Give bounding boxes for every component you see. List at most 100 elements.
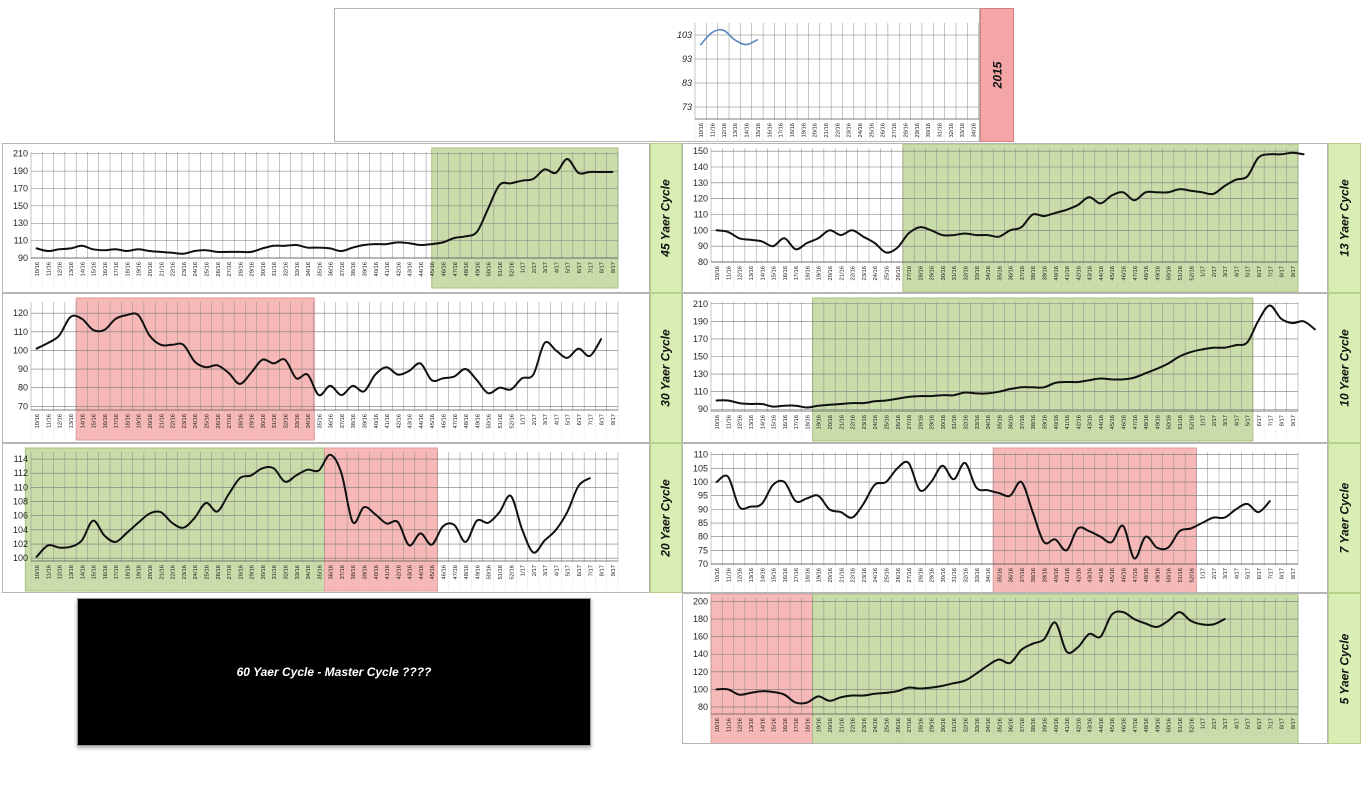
cycle-30-chart-xtick-label: 22/16 — [171, 414, 177, 429]
cycle-7-chart-ytick-label: 100 — [693, 477, 708, 487]
cycle-10-chart-xtick-label: 26/16 — [896, 415, 902, 430]
cycle-30-chart-xtick-label: 8/17 — [600, 414, 606, 425]
cycle-45-chart-xtick-label: 29/16 — [250, 262, 256, 277]
cycle-13-chart-xtick-label: 36/16 — [1009, 266, 1015, 281]
cycle-45-chart-xtick-label: 23/16 — [182, 262, 188, 277]
cycle-13-chart-xtick-label: 9/17 — [1291, 266, 1297, 277]
cycle-10-chart-ytick-label: 110 — [694, 387, 708, 397]
top-chart-xtick-label: 12/16 — [722, 123, 728, 138]
top-chart-xtick-label: 18/16 — [790, 123, 796, 138]
cycle-5-chart-xtick-label: 23/16 — [862, 718, 868, 733]
cycle-45-chart-xtick-label: 17/16 — [114, 262, 120, 277]
cycle-7-label: 7 Yaer Cycle — [1337, 482, 1352, 554]
cycle-20-chart-xtick-label: 2/17 — [532, 565, 538, 576]
cycle-30-label-box: 30 Yaer Cycle — [650, 293, 682, 443]
cycle-30-chart-xtick-label: 18/16 — [126, 414, 132, 429]
cycle-45-chart-xtick-label: 16/16 — [103, 262, 109, 277]
cycle-5-chart-series-line — [715, 610, 1226, 705]
cycle-13-chart-xtick-label: 28/16 — [918, 266, 924, 281]
cycle-5-label: 5 Yaer Cycle — [1337, 633, 1352, 704]
cycle-45-chart-xtick-label: 37/16 — [340, 262, 346, 277]
cycle-13-chart-xtick-label: 13/16 — [749, 266, 755, 281]
cycle-45-chart-svg: 90 110 130 150 170 190 210 10/16 11/16 12/16 13/16… — [13, 147, 619, 289]
cycle-13-chart-xtick-label: 51/16 — [1178, 266, 1184, 281]
top-chart-xtick-label: 17/16 — [779, 123, 785, 138]
top-chart-ytick-label: 93 — [682, 54, 692, 64]
cycle-45-chart-xtick-label: 42/16 — [396, 262, 402, 277]
cycle-45-chart-ytick-label: 110 — [14, 236, 28, 246]
cycle-20-chart-series-line — [35, 453, 591, 558]
cycle-20-chart-xtick-label: 33/16 — [295, 565, 301, 580]
cycle-5-chart-xtick-label: 34/16 — [986, 718, 992, 733]
cycle-20-chart-xtick-label: 44/16 — [419, 565, 425, 580]
cycle-30-chart-xtick-label: 5/17 — [566, 414, 572, 425]
cycle-13-chart-xtick-label: 37/16 — [1020, 266, 1026, 281]
cycle-10-chart-xtick-label: 35/16 — [997, 415, 1003, 430]
cycle-10-chart-svg: 90 110 130 150 170 190 210 10/16 11/16 12/16 13/16… — [693, 297, 1316, 442]
cycle-7-chart-xtick-label: 45/16 — [1110, 568, 1116, 583]
cycle-5-chart-xtick-label: 39/16 — [1043, 718, 1049, 733]
cycle-20-chart-xtick-label: 16/16 — [103, 565, 109, 580]
cycle-10-chart-xtick-label: 41/16 — [1065, 415, 1071, 430]
cycle-45-chart-xtick-label: 36/16 — [329, 262, 335, 277]
cycle-20-chart-ytick-label: 110 — [14, 482, 28, 492]
cycle-7-chart-xtick-label: 15/16 — [772, 568, 778, 583]
cycle-7-chart-xtick-label: 24/16 — [873, 568, 879, 583]
cycle-10-chart-xtick-label: 24/16 — [873, 415, 879, 430]
master-cycle-box: 60 Yaer Cycle - Master Cycle ???? — [77, 598, 591, 746]
cycle-7-chart-svg: 70 75 80 85 90 95 100 105 110 10/16 11/16 12/16 13/1… — [693, 447, 1299, 592]
cycle-5-chart-xtick-label: 22/16 — [851, 718, 857, 733]
cycle-10-chart-xtick-label: 8/17 — [1280, 415, 1286, 426]
cycle-20-chart-xtick-label: 47/16 — [453, 565, 459, 580]
cycle-7-chart-xtick-label: 39/16 — [1043, 568, 1049, 583]
cycle-5-chart-xtick-label: 45/16 — [1110, 718, 1116, 733]
cycle-7-chart-xtick-label: 29/16 — [930, 568, 936, 583]
cycle-45-chart-xtick-label: 4/17 — [554, 262, 560, 273]
cycle-20-chart-xtick-label: 10/16 — [35, 565, 41, 580]
cycle-7-chart-xtick-label: 19/16 — [817, 568, 823, 583]
cycle-10-chart-xtick-label: 14/16 — [760, 415, 766, 430]
cycle-13-chart-ytick-label: 140 — [693, 162, 708, 172]
cycle-30-chart-xtick-label: 49/16 — [475, 414, 481, 429]
cycle-20-chart-ytick-label: 108 — [13, 497, 28, 507]
cycle-13-chart-xtick-label: 40/16 — [1054, 266, 1060, 281]
cycle-10-chart-xtick-label: 25/16 — [885, 415, 891, 430]
cycle-20-label: 20 Yaer Cycle — [659, 479, 673, 557]
cycle-45-chart-xtick-label: 6/17 — [577, 262, 583, 273]
cycle-7-chart-xtick-label: 47/16 — [1133, 568, 1139, 583]
cycle-13-chart-xtick-label: 10/16 — [715, 266, 721, 281]
cycle-30-chart-xtick-label: 36/16 — [329, 414, 335, 429]
cycle-45-chart-xtick-label: 11/16 — [46, 262, 52, 276]
cycle-45-chart-xtick-label: 21/16 — [159, 262, 165, 277]
top-chart-xtick-label: 22/16 — [835, 123, 841, 138]
cycle-20-chart-xtick-label: 1/17 — [521, 565, 527, 576]
cycle-20-chart-ytick-label: 106 — [13, 511, 28, 521]
cycle-20-chart-xtick-label: 40/16 — [374, 565, 380, 580]
cycle-7-chart-xtick-label: 4/17 — [1234, 568, 1240, 579]
cycle-45-chart-ytick-label: 150 — [13, 201, 28, 211]
cycle-30-chart-xtick-label: 12/16 — [58, 414, 64, 429]
cycle-13-chart-series-line — [715, 151, 1305, 254]
cycle-13-chart-ytick-label: 150 — [693, 146, 708, 156]
cycle-5-chart-xtick-label: 18/16 — [806, 718, 812, 733]
cycle-20-chart-xtick-label: 31/16 — [272, 565, 278, 580]
cycle-45-chart-xtick-label: 28/16 — [238, 262, 244, 277]
cycle-30-chart-xtick-label: 23/16 — [182, 414, 188, 429]
cycle-45-chart-xtick-label: 32/16 — [284, 262, 290, 277]
cycle-13-chart-xtick-label: 23/16 — [862, 266, 868, 281]
cycle-5-chart-xtick-label: 12/16 — [738, 718, 744, 733]
cycle-7-chart-xtick-label: 48/16 — [1144, 568, 1150, 583]
cycle-5-chart-xtick-label: 28/16 — [918, 718, 924, 733]
cycle-20-chart-xtick-label: 17/16 — [114, 565, 120, 580]
cycle-10-label-box: 10 Yaer Cycle — [1328, 293, 1361, 443]
cycle-7-chart-xtick-label: 16/16 — [783, 568, 789, 583]
cycle-30-chart-xtick-label: 9/17 — [611, 414, 617, 425]
cycle-7-chart-xtick-label: 17/16 — [794, 568, 800, 583]
cycle-5-chart-xtick-label: 35/16 — [997, 718, 1003, 733]
cycle-13-chart-ytick-label: 130 — [693, 178, 708, 188]
cycle-5-chart-xtick-label: 3/17 — [1223, 718, 1229, 729]
top-chart-ytick-label: 73 — [682, 102, 692, 112]
cycle-45-chart-xtick-label: 50/16 — [487, 262, 493, 277]
cycle-30-chart-ytick-label: 110 — [14, 327, 28, 337]
cycle-30-chart-xtick-label: 15/16 — [92, 414, 98, 429]
